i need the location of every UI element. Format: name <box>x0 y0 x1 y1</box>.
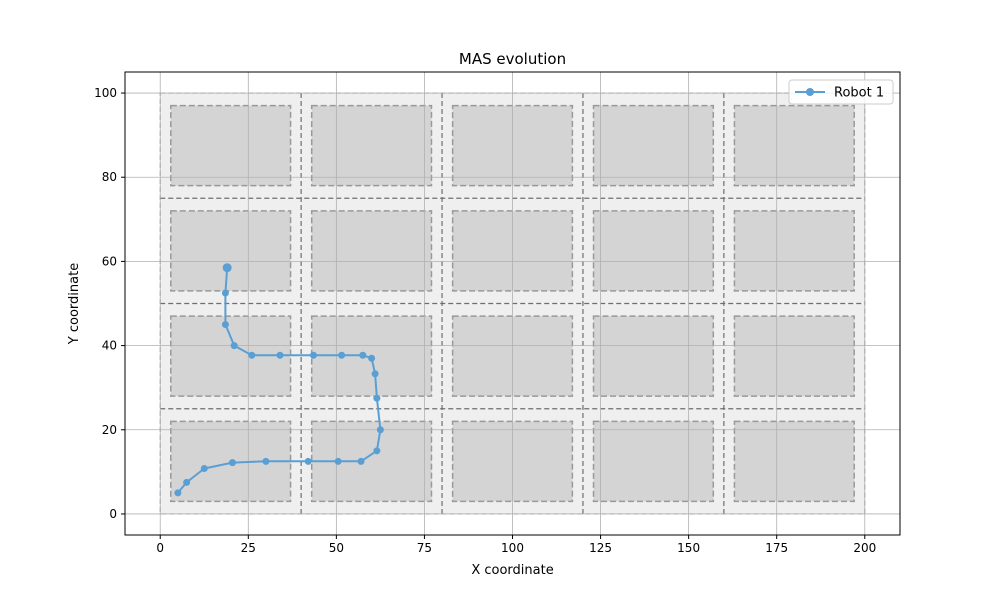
grid-layer <box>125 72 900 535</box>
series-layer <box>174 263 384 497</box>
legend-label-robot-1: Robot 1 <box>834 86 884 101</box>
data-point <box>368 354 376 362</box>
obstacle-block <box>592 104 715 187</box>
data-point <box>222 263 232 273</box>
chart-title: MAS evolution <box>459 50 566 68</box>
data-point <box>174 489 182 497</box>
data-point <box>373 394 381 402</box>
data-point <box>373 447 381 455</box>
x-tick-label: 150 <box>677 541 700 555</box>
obstacle-block <box>733 210 855 292</box>
y-tick-label: 80 <box>102 170 117 184</box>
data-point <box>230 342 238 350</box>
x-tick-label: 25 <box>241 541 256 555</box>
y-axis-title: Y coordinate <box>67 263 82 345</box>
legend: Robot 1 <box>788 79 894 105</box>
obstacle-block <box>733 420 855 503</box>
obstacle-block <box>592 210 715 292</box>
obstacle-block <box>310 210 433 292</box>
x-tick-label: 50 <box>329 541 344 555</box>
x-tick-label: 200 <box>853 541 876 555</box>
obstacle-block <box>310 104 433 187</box>
data-point <box>248 351 256 359</box>
data-point <box>276 351 284 359</box>
x-tick-label: 125 <box>589 541 612 555</box>
data-point <box>221 321 229 329</box>
data-point <box>359 351 367 359</box>
data-point <box>304 457 312 465</box>
obstacle-block <box>592 420 715 503</box>
obstacle-block <box>733 315 855 397</box>
data-point <box>334 457 342 465</box>
x-tick-label: 100 <box>501 541 524 555</box>
y-tick-label: 100 <box>94 86 117 100</box>
data-point <box>338 351 346 359</box>
data-point <box>228 459 236 467</box>
obstacle-block <box>170 210 292 292</box>
x-tick-label: 0 <box>156 541 164 555</box>
legend-box <box>788 79 894 105</box>
data-point <box>376 426 384 434</box>
data-point <box>262 457 270 465</box>
y-tick-label: 20 <box>102 423 117 437</box>
legend-marker-robot-1 <box>806 88 814 96</box>
obstacle-block <box>592 315 715 397</box>
data-point <box>371 370 379 378</box>
x-tick-label: 175 <box>765 541 788 555</box>
obstacle-block <box>170 104 292 187</box>
data-point <box>309 351 317 359</box>
y-tick-label: 60 <box>102 254 117 268</box>
obstacle-block <box>733 104 855 187</box>
data-point <box>357 457 365 465</box>
y-tick-label: 0 <box>109 507 117 521</box>
series-line-robot-1 <box>177 267 382 494</box>
x-axis-title: X coordinate <box>471 563 553 578</box>
ticks-layer: 0 25 50 75 100 125 150 175 200 0 20 40 60 80 100 <box>94 86 876 555</box>
x-tick-label: 75 <box>417 541 432 555</box>
y-tick-label: 40 <box>102 339 117 353</box>
data-point <box>200 464 208 472</box>
data-point <box>183 478 191 486</box>
data-point <box>221 289 229 297</box>
